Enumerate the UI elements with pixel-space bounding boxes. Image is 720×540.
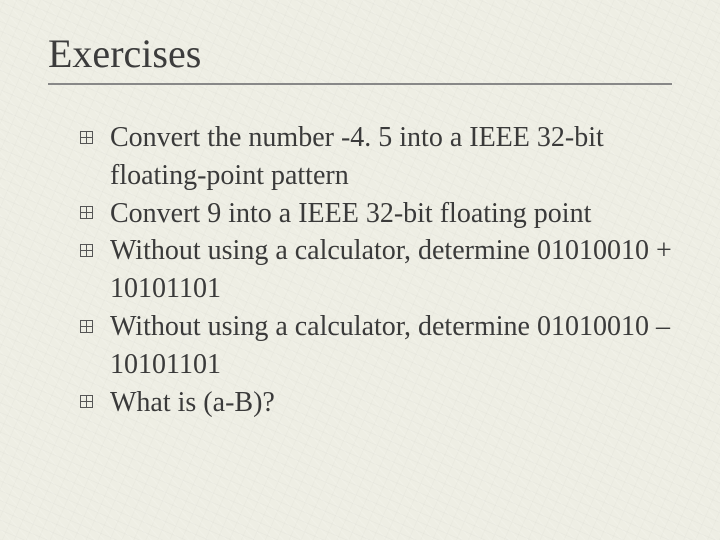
list-item: What is (a-B)?: [110, 384, 672, 422]
list-item: Convert the number -4. 5 into a IEEE 32-…: [110, 119, 672, 195]
list-item: Convert 9 into a IEEE 32-bit floating po…: [110, 195, 672, 233]
list-item: Without using a calculator, determine 01…: [110, 308, 672, 384]
slide: Exercises Convert the number -4. 5 into …: [0, 0, 720, 540]
title-block: Exercises: [48, 30, 672, 85]
bullet-list: Convert the number -4. 5 into a IEEE 32-…: [48, 119, 672, 421]
list-item: Without using a calculator, determine 01…: [110, 232, 672, 308]
slide-title: Exercises: [48, 31, 201, 76]
